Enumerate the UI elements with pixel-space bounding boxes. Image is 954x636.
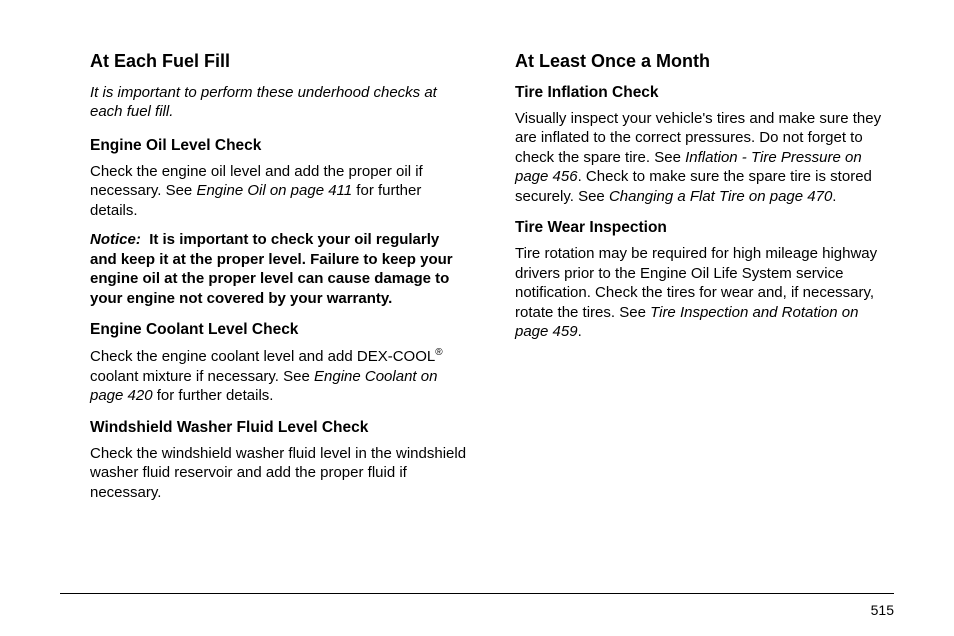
notice-body: It is important to check your oil regula… [90,231,453,307]
heading-coolant: Engine Coolant Level Check [90,320,469,340]
notice-label: Notice: [90,231,141,248]
text-segment: for further details. [153,387,274,404]
para-tire-inflation: Visually inspect your vehicle's tires an… [515,109,894,207]
footer-rule [60,593,894,594]
para-engine-oil: Check the engine oil level and add the p… [90,162,469,221]
text-segment: coolant mixture if necessary. See [90,368,314,385]
intro-text: It is important to perform these underho… [90,83,469,122]
heading-washer: Windshield Washer Fluid Level Check [90,418,469,438]
registered-symbol: ® [435,347,442,358]
heading-tire-inflation: Tire Inflation Check [515,83,894,103]
notice-block: Notice: It is important to check your oi… [90,230,469,308]
para-tire-wear: Tire rotation may be required for high m… [515,244,894,342]
heading-engine-oil: Engine Oil Level Check [90,136,469,156]
left-column: At Each Fuel Fill It is important to per… [90,50,469,512]
text-segment: . [578,323,582,340]
page-number: 515 [871,602,894,618]
heading-once-month: At Least Once a Month [515,50,894,73]
para-coolant: Check the engine coolant level and add D… [90,346,469,406]
para-washer: Check the windshield washer fluid level … [90,444,469,503]
ref-engine-oil: Engine Oil on page 411 [196,182,352,199]
right-column: At Least Once a Month Tire Inflation Che… [515,50,894,512]
heading-tire-wear: Tire Wear Inspection [515,218,894,238]
text-segment: . [832,188,836,205]
page-content: At Each Fuel Fill It is important to per… [0,0,954,512]
ref-flat-tire: Changing a Flat Tire on page 470 [609,188,832,205]
heading-fuel-fill: At Each Fuel Fill [90,50,469,73]
text-segment: Check the engine coolant level and add D… [90,348,435,365]
